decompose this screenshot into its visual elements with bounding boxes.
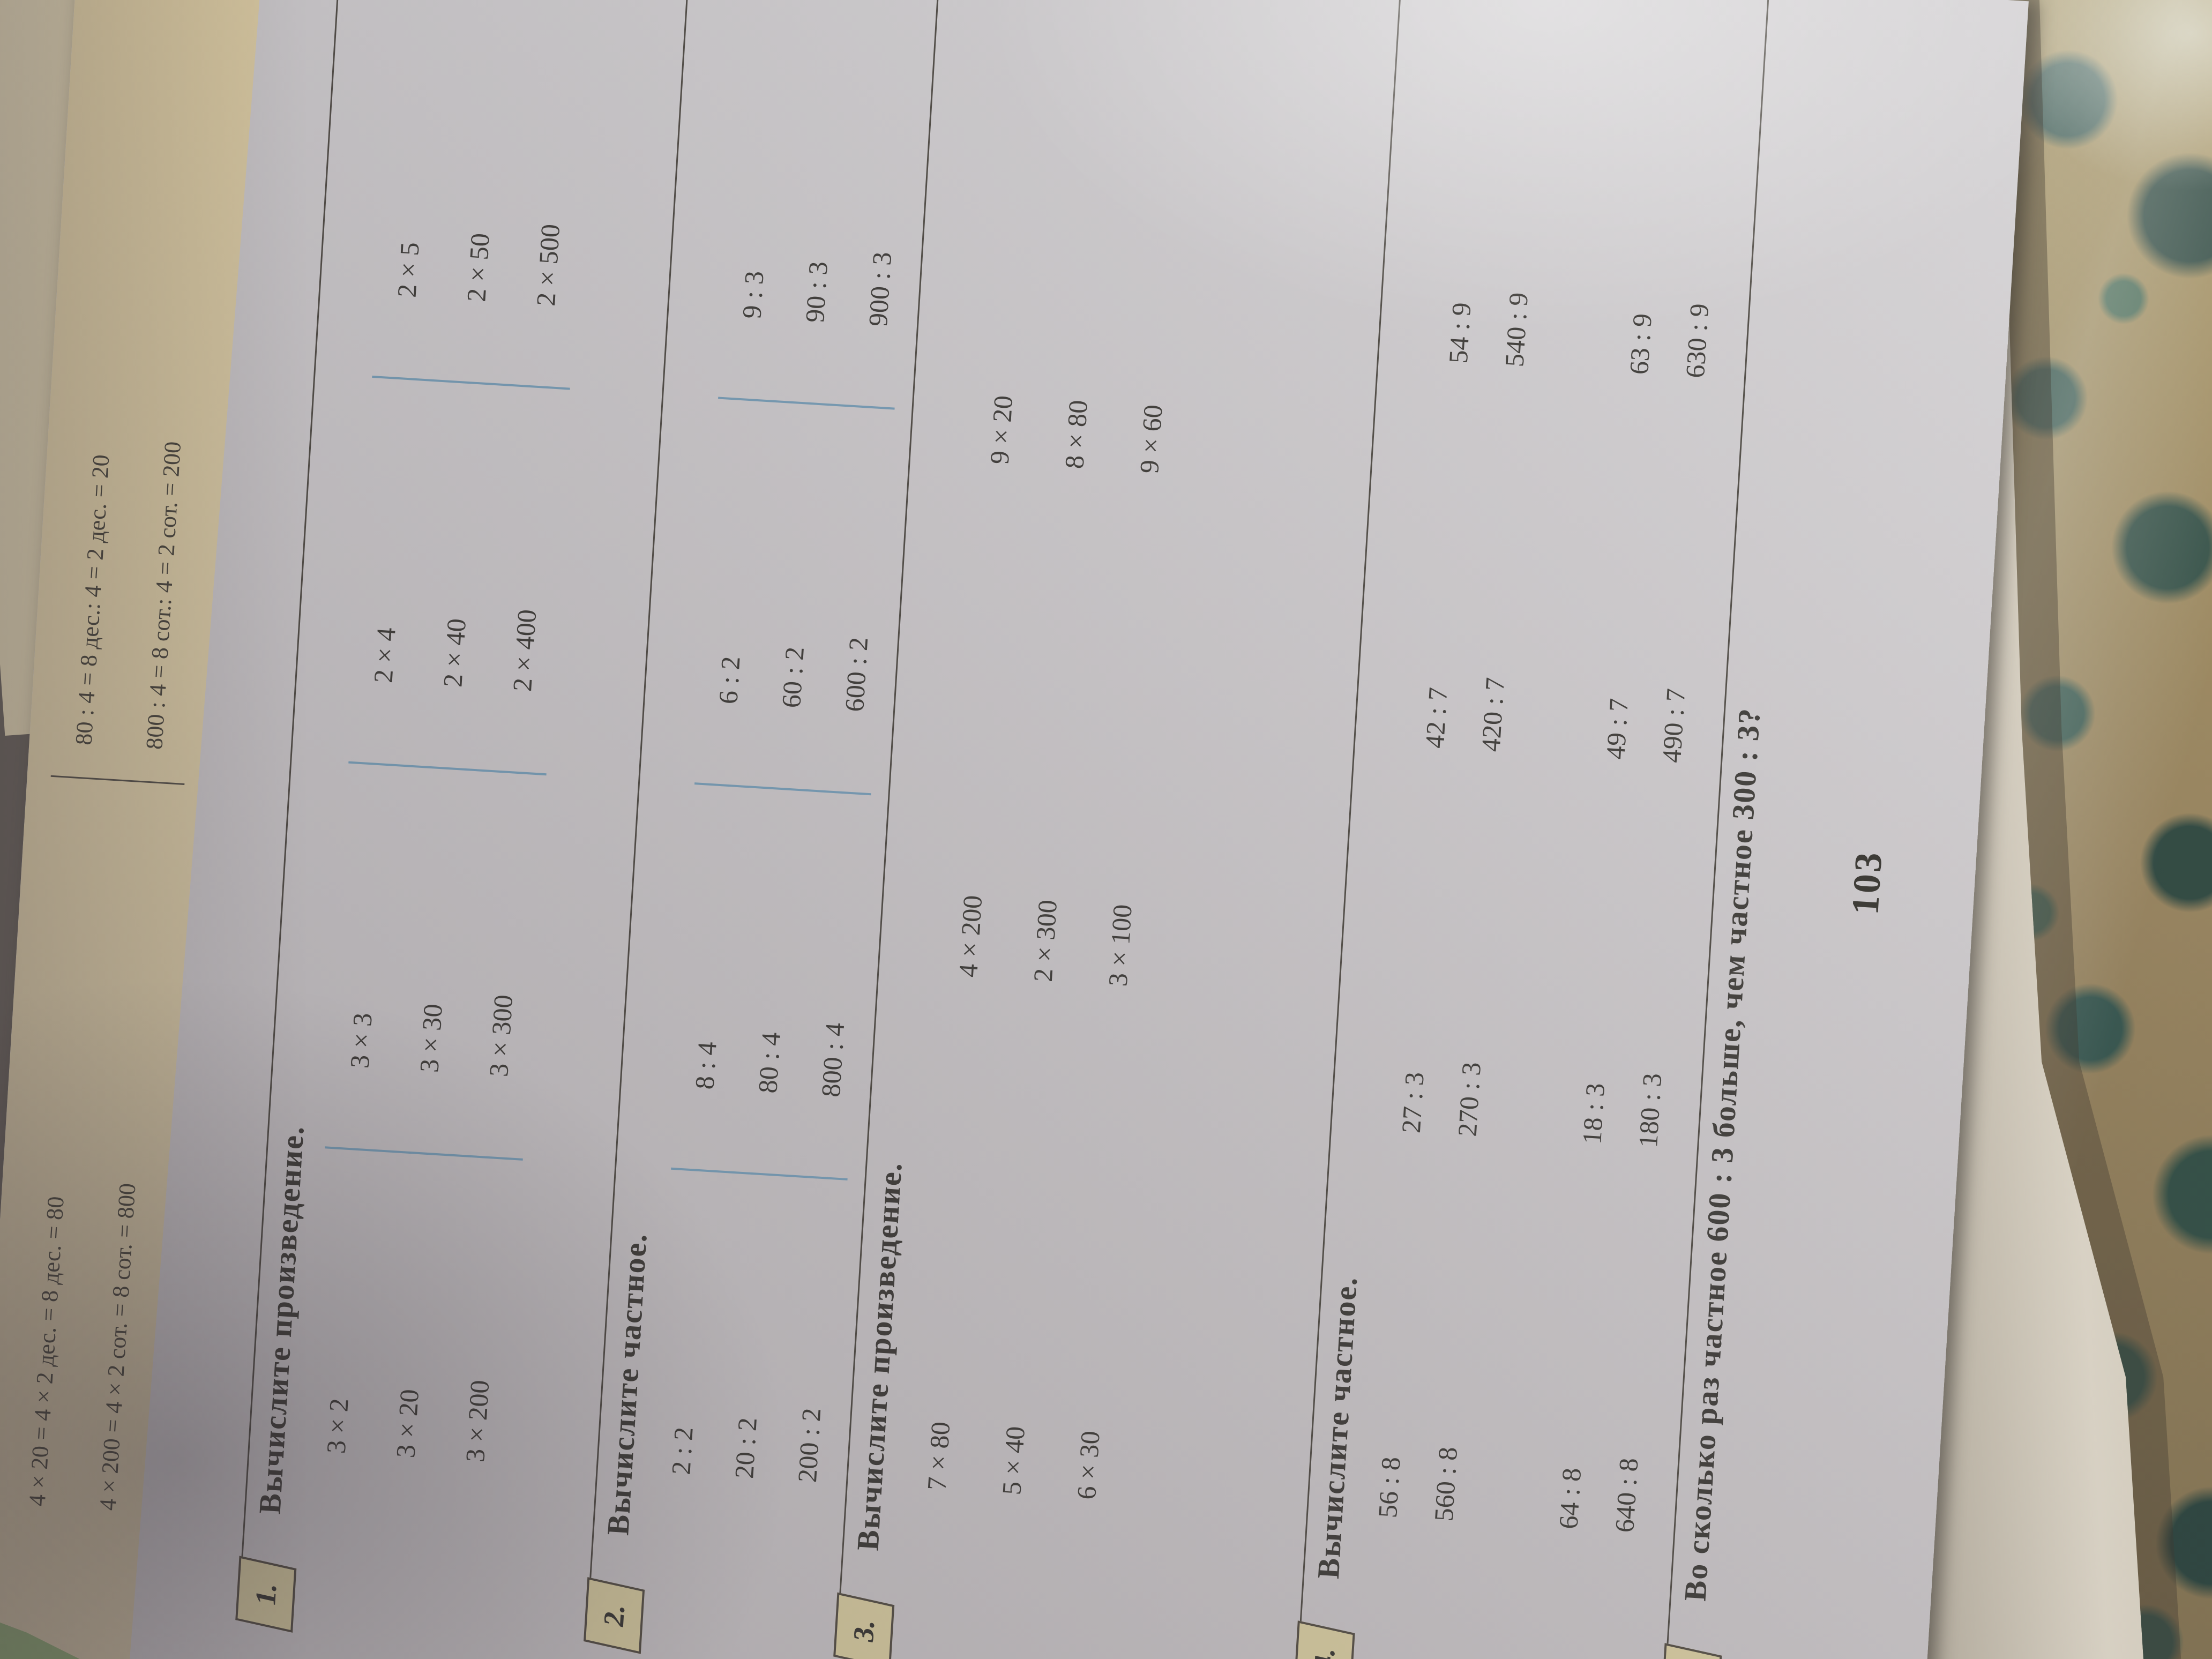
column: 7 × 80 5 × 40 6 × 30 (895, 1055, 1150, 1566)
expression-pair: 54 : 9 540 : 9 (1430, 57, 1561, 369)
expression-pair: 27 : 3 270 : 3 (1383, 827, 1514, 1138)
column: 9 × 20 8 × 80 9 × 60 (957, 29, 1213, 556)
column: 3 × 3 3 × 30 3 × 300 (319, 763, 551, 1159)
task-5-badge: 5. (1661, 1643, 1722, 1659)
expression-pair: 63 : 9 630 : 9 (1611, 68, 1742, 379)
task-1: 1. Вычислите произведение. 3 × 2 3 × 20 … (235, 0, 604, 1641)
column: 6 : 2 60 : 2 600 : 2 (691, 399, 904, 794)
expression-pair: 49 : 7 490 : 7 (1587, 453, 1718, 764)
column: 9 : 3 90 : 3 900 : 3 (715, 13, 928, 408)
column: 4 × 200 2 × 300 3 × 100 (925, 542, 1182, 1069)
expression-pair: 42 : 7 420 : 7 (1407, 442, 1537, 753)
task-3-badge: 3. (833, 1592, 895, 1659)
column: 56 : 8 560 : 8 64 : 8 640 : 8 (1356, 1212, 1671, 1598)
task-4: 4. Вычислите частное. 56 : 8 560 : 8 64 … (1294, 0, 1747, 1659)
column: 2 × 4 2 × 40 2 × 400 (343, 378, 575, 774)
column: 27 : 3 270 : 3 18 : 3 180 : 3 (1378, 827, 1695, 1230)
task-number: 1. (249, 1580, 283, 1609)
task-number: 3. (847, 1616, 881, 1646)
task-1-badge: 1. (235, 1556, 297, 1633)
task-4-badge: 4. (1294, 1620, 1355, 1659)
column: 54 : 9 540 : 9 63 : 9 630 : 9 (1425, 57, 1742, 460)
column: 2 × 5 2 × 50 2 × 500 (367, 0, 599, 388)
task-number: 4. (1307, 1645, 1341, 1659)
examples-division: 80 : 4 = 8 дес.: 4 = 2 дес. = 20 800 : 4… (49, 435, 209, 752)
expression-pair: 18 : 3 180 : 3 (1564, 838, 1694, 1149)
column: 42 : 7 420 : 7 49 : 7 490 : 7 (1402, 442, 1718, 845)
column: 3 × 2 3 × 20 3 × 200 (297, 1148, 528, 1528)
expression-pair: 64 : 8 640 : 8 (1540, 1223, 1671, 1534)
column: 2 : 2 20 : 2 200 : 2 (645, 1170, 857, 1549)
task-2-badge: 2. (584, 1577, 645, 1654)
task-number: 2. (597, 1601, 631, 1630)
page-number: 103 (1843, 849, 1890, 916)
expression-pair: 56 : 8 560 : 8 (1359, 1212, 1490, 1523)
textbook-page: 4 × 20 = 4 × 2 дес. = 8 дес. = 80 4 × 20… (0, 0, 2029, 1659)
column: 8 : 4 80 : 4 800 : 4 (668, 784, 880, 1179)
